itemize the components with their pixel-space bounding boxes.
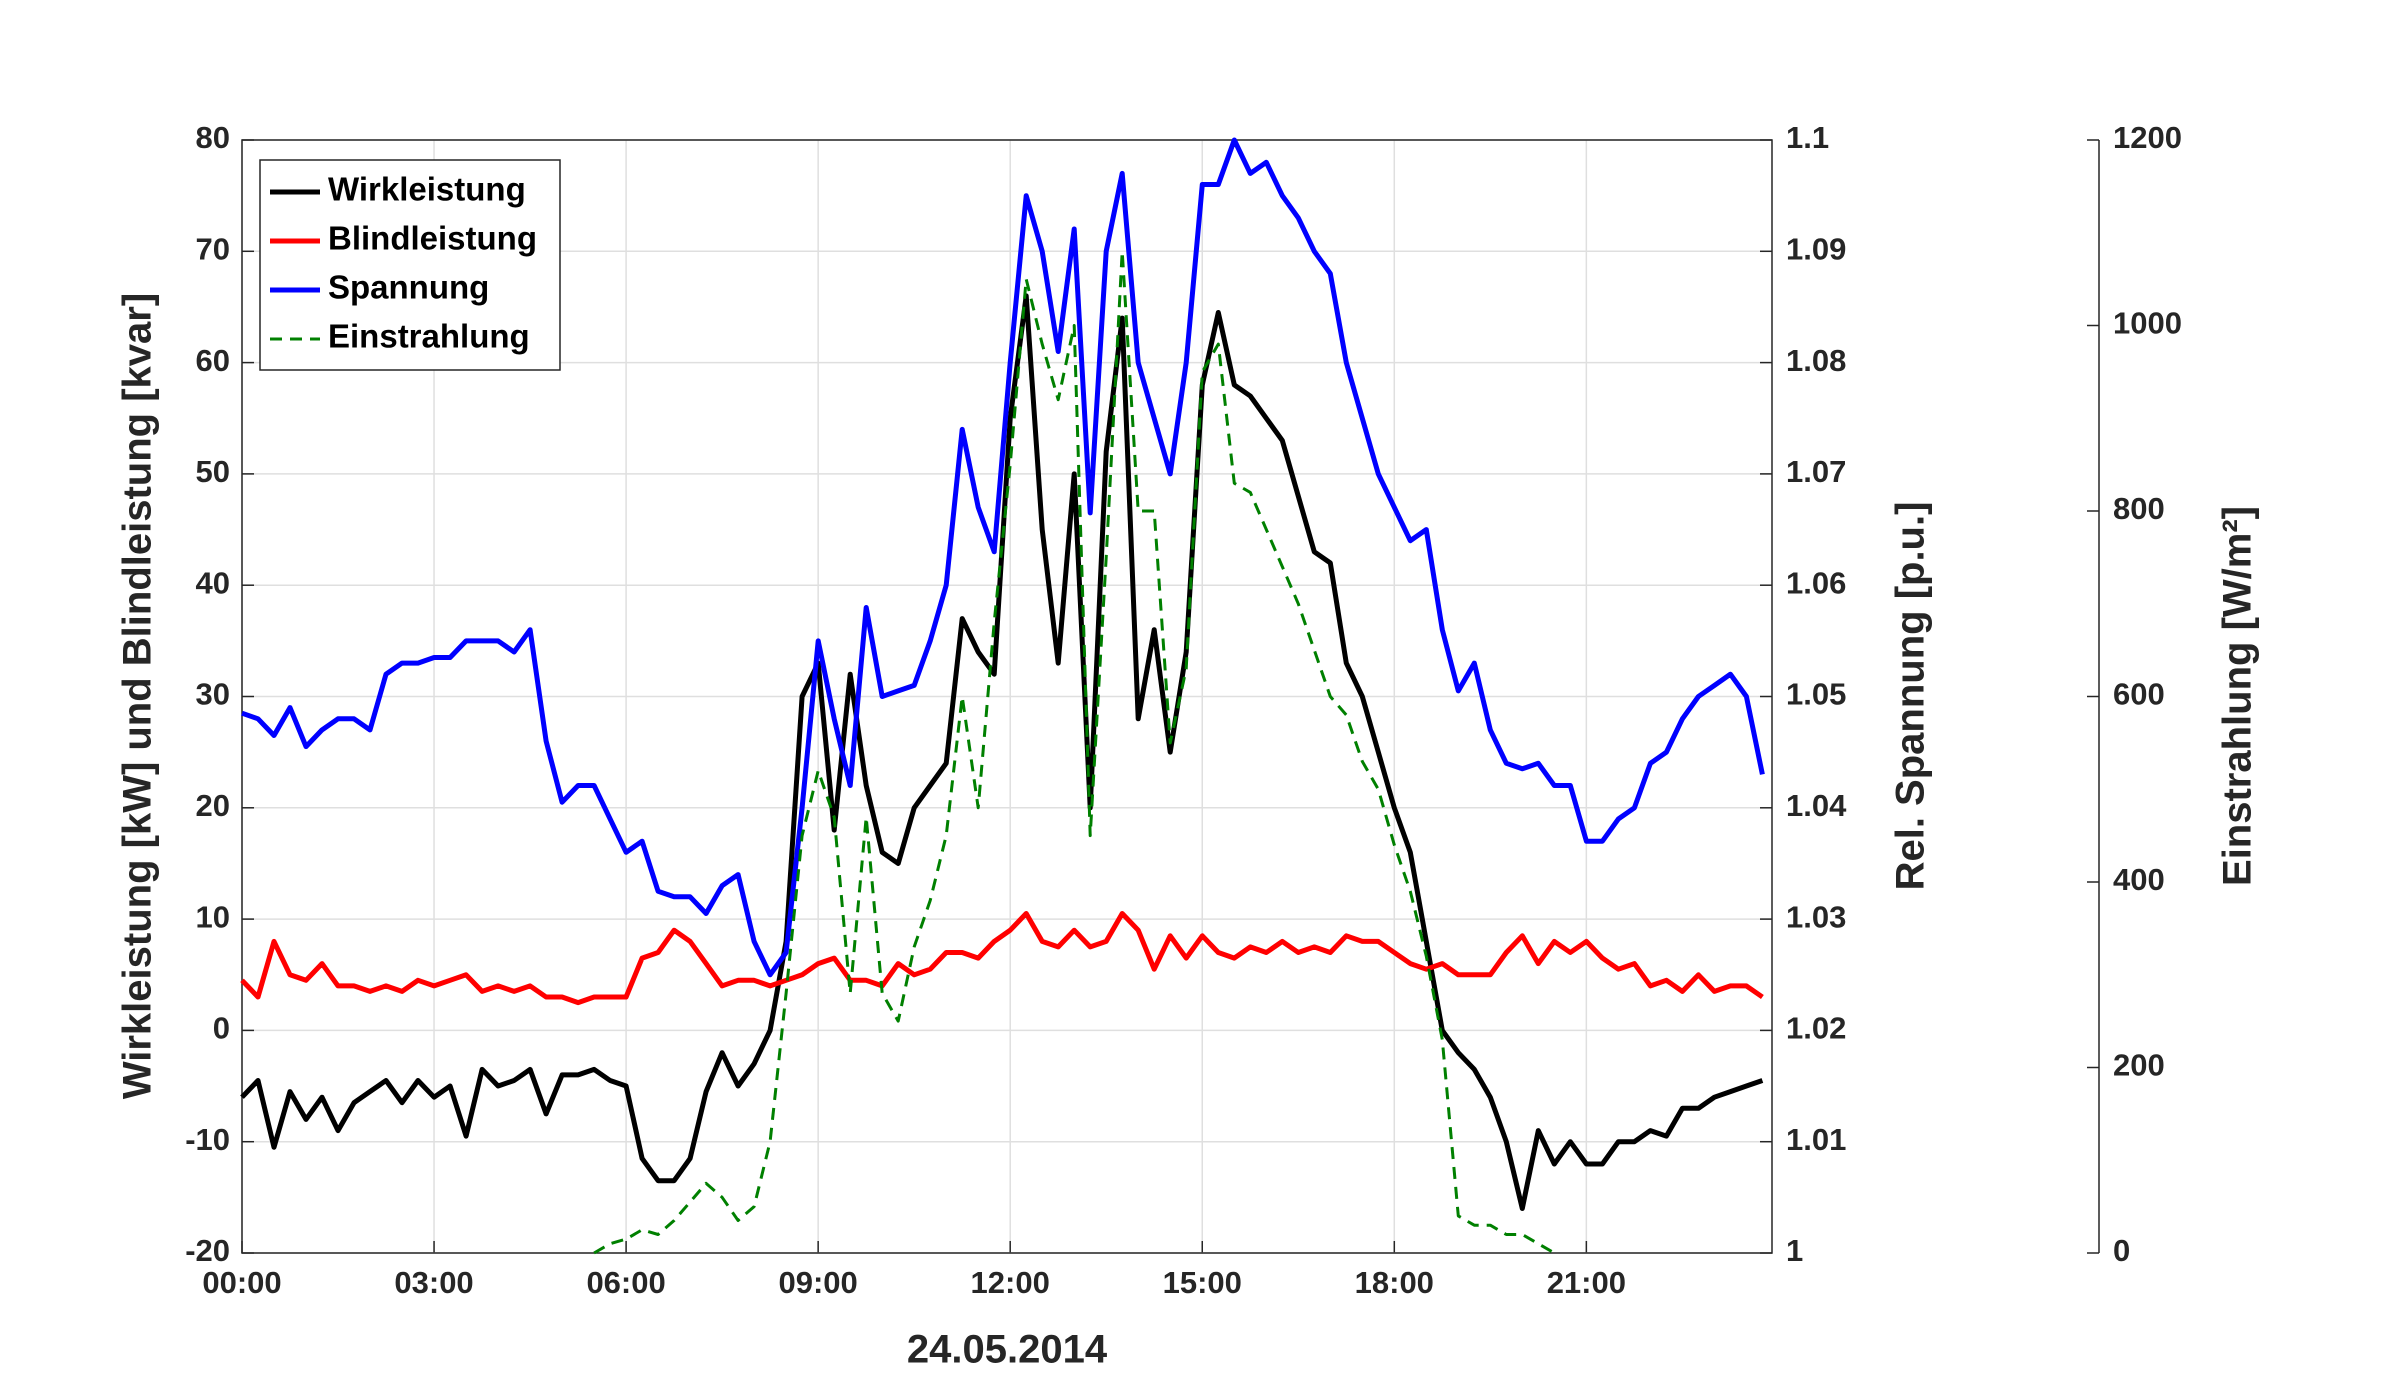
y3-axis-label: Einstrahlung [W/m²]: [2216, 506, 2260, 886]
x-tick-label: 06:00: [586, 1265, 665, 1300]
plot-frame: [241, 139, 1773, 1254]
y-tick-label: -20: [185, 1233, 230, 1268]
x-axis-label: 24.05.2014: [907, 1328, 1108, 1372]
y-tick-label: 50: [196, 454, 230, 489]
y3-tick-label: 1200: [2113, 120, 2182, 155]
y-tick-label: -10: [185, 1122, 230, 1157]
y2-tick-label: 1.07: [1786, 454, 1846, 489]
series-line: [593, 249, 1556, 1255]
y3-tick-label: 1000: [2113, 306, 2182, 341]
y2-tick-label: 1.03: [1786, 899, 1846, 934]
y-tick-label: 10: [196, 899, 230, 934]
x-tick-label: 00:00: [202, 1265, 281, 1300]
y-tick-label: 60: [196, 343, 230, 378]
legend-label: Wirkleistung: [328, 171, 526, 208]
legend-box: [259, 159, 561, 371]
x-tick-label: 21:00: [1547, 1265, 1626, 1300]
series-line: [240, 911, 1764, 1006]
legend-label: Spannung: [328, 269, 489, 306]
y3-tick-label: 800: [2113, 491, 2165, 526]
y-tick-label: 70: [196, 231, 230, 266]
series-line: [241, 137, 1765, 978]
x-tick-label: 15:00: [1163, 1265, 1242, 1300]
y-axis-label: Wirkleistung [kW] und Blindleistung [kva…: [116, 293, 160, 1099]
y-tick-label: 20: [196, 788, 230, 823]
y2-tick-label: 1.01: [1786, 1122, 1846, 1157]
y-tick-label: 30: [196, 677, 230, 712]
y-tick-label: 80: [196, 120, 230, 155]
y3-tick-label: 0: [2113, 1233, 2130, 1268]
y3-tick-label: 600: [2113, 677, 2165, 712]
x-tick-label: 03:00: [394, 1265, 473, 1300]
y-tick-label: 40: [196, 565, 230, 600]
x-tick-label: 09:00: [779, 1265, 858, 1300]
y2-axis-label: Rel. Spannung [p.u.]: [1889, 502, 1933, 891]
y2-tick-label: 1.1: [1786, 120, 1829, 155]
y3-tick-label: 200: [2113, 1048, 2165, 1083]
y2-tick-label: 1.06: [1786, 565, 1846, 600]
y2-tick-label: 1.08: [1786, 343, 1846, 378]
x-tick-label: 18:00: [1355, 1265, 1434, 1300]
x-tick-label: 12:00: [971, 1265, 1050, 1300]
y2-tick-label: 1.04: [1786, 788, 1847, 823]
y2-tick-label: 1.02: [1786, 1011, 1846, 1046]
y-tick-label: 0: [213, 1011, 230, 1046]
legend-label: Einstrahlung: [328, 318, 530, 355]
y2-tick-label: 1.05: [1786, 677, 1846, 712]
legend-label: Blindleistung: [328, 220, 537, 257]
y3-tick-label: 400: [2113, 862, 2165, 897]
y2-tick-label: 1: [1786, 1233, 1803, 1268]
y2-tick-label: 1.09: [1786, 231, 1846, 266]
